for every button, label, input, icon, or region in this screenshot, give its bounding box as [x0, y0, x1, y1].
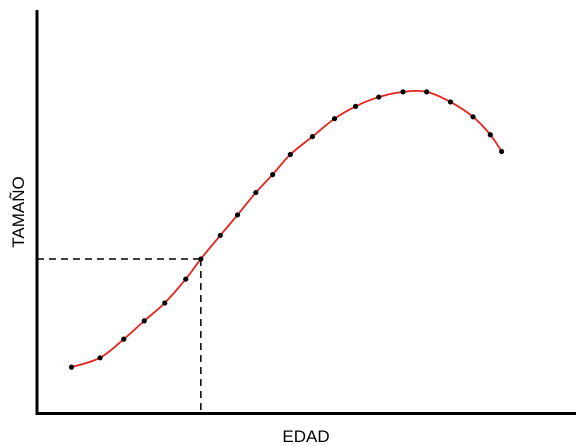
y-axis-label: TAMAÑO: [9, 176, 28, 247]
data-point: [352, 103, 359, 109]
data-point: [470, 114, 476, 120]
data-point: [287, 151, 293, 158]
x-axis-label: EDAD: [282, 427, 329, 446]
data-point: [198, 256, 204, 262]
data-point: [487, 132, 493, 138]
data-point: [376, 94, 382, 100]
data-point: [183, 276, 189, 282]
reference-lines: [37, 258, 202, 413]
data-points: [68, 89, 505, 370]
data-point: [424, 89, 430, 95]
data-point: [162, 300, 168, 306]
data-point: [234, 212, 241, 218]
data-point: [309, 134, 316, 140]
data-point: [217, 232, 223, 239]
data-point: [499, 148, 505, 155]
data-point: [97, 355, 103, 361]
data-point: [121, 336, 127, 342]
data-point: [68, 364, 75, 370]
data-point: [269, 172, 276, 178]
data-point: [253, 189, 259, 196]
data-point: [447, 99, 454, 105]
data-point: [141, 318, 147, 324]
fitted-curve: [71, 89, 503, 368]
data-point: [400, 89, 406, 95]
data-point: [331, 116, 338, 122]
